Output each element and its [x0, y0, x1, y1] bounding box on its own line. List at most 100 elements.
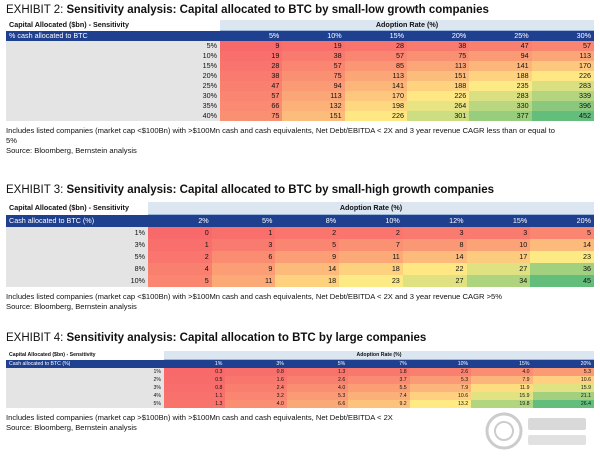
heatmap-cell: 113	[344, 71, 407, 81]
heatmap-cell: 34	[466, 275, 531, 287]
adoption-rate-header: Adoption Rate (%)	[164, 351, 594, 360]
row-label: 3%	[6, 239, 148, 251]
table-row: 5% 1.3 4.0 6.6 9.2 13.2 19.8 26.4	[6, 400, 594, 408]
heatmap-cell: 10	[466, 239, 531, 251]
column-header: 25%	[469, 30, 532, 41]
heatmap-cell: 15.9	[471, 392, 533, 400]
row-label: 2%	[6, 376, 164, 384]
exhibit-3: EXHIBIT 3: Sensitivity analysis: Capital…	[6, 183, 594, 312]
heatmap-cell: 75	[220, 111, 283, 121]
column-header: 2%	[148, 214, 212, 227]
row-label: 1%	[6, 368, 164, 376]
table-row: 3% 0.8 2.4 4.0 5.5 7.9 11.9 15.9	[6, 384, 594, 392]
heatmap-cell: 3	[211, 239, 276, 251]
heatmap-cell: 23	[339, 275, 403, 287]
row-axis-header: % cash allocated to BTC	[6, 30, 220, 41]
heatmap-cell: 4	[148, 263, 212, 275]
heatmap-cell: 141	[344, 81, 407, 91]
exhibit-notes: Includes listed companies (market cap <$…	[6, 126, 594, 156]
column-header: 20%	[530, 214, 594, 227]
column-header: 15%	[471, 359, 533, 368]
heatmap-cell: 66	[220, 101, 283, 111]
row-label: 8%	[6, 263, 148, 275]
sensitivity-table: Capital Allocated ($bn) - Sensitivity Ado…	[6, 202, 594, 287]
table-row: 5% 2 6 9 11 14 17 23	[6, 251, 594, 263]
table-row: 30% 57 113 170 226 283 339	[6, 91, 594, 101]
table-row: 2% 0.5 1.6 2.6 3.7 5.3 7.9 10.6	[6, 376, 594, 384]
heatmap-cell: 5	[148, 275, 212, 287]
heatmap-cell: 7	[339, 239, 403, 251]
source-note: Source: Bloomberg, Bernstein analysis	[6, 146, 137, 155]
heatmap-cell: 27	[466, 263, 531, 275]
heatmap-cell: 13.2	[409, 400, 472, 408]
heatmap-cell: 2.6	[409, 368, 472, 376]
heatmap-cell: 113	[406, 61, 470, 71]
column-header: 20%	[406, 30, 470, 41]
footnote-line: Includes listed companies (market cap >$…	[6, 413, 393, 422]
heatmap-cell: 3.2	[225, 392, 287, 400]
heatmap-cell: 1	[211, 227, 276, 239]
table-row: 15% 28 57 85 113 141 170	[6, 61, 594, 71]
heatmap-cell: 0.8	[225, 368, 287, 376]
sensitivity-table: Capital Allocated ($bn) - Sensitivity Ado…	[6, 20, 594, 121]
exhibit-number: EXHIBIT 2:	[6, 4, 64, 16]
row-label: 1%	[6, 227, 148, 239]
heatmap-cell: 19	[220, 51, 283, 61]
heatmap-cell: 377	[469, 111, 532, 121]
heatmap-cell: 2	[339, 227, 403, 239]
exhibit-2: EXHIBIT 2: Sensitivity analysis: Capital…	[6, 3, 594, 156]
heatmap-cell: 2.4	[225, 384, 287, 392]
heatmap-cell: 198	[344, 101, 407, 111]
heatmap-cell: 235	[469, 81, 532, 91]
adoption-rate-header: Adoption Rate (%)	[220, 20, 594, 31]
heatmap-cell: 45	[530, 275, 594, 287]
heatmap-cell: 19.8	[471, 400, 533, 408]
footnote-line: 5%	[6, 136, 17, 145]
exhibit-notes: Includes listed companies (market cap >$…	[6, 413, 594, 433]
row-axis-header: Cash allocated to BTC (%)	[6, 214, 148, 227]
column-header: 7%	[348, 359, 410, 368]
column-header: 15%	[466, 214, 531, 227]
table-corner-label: Capital Allocated ($bn) - Sensitivity	[6, 20, 220, 31]
heatmap-cell: 47	[220, 81, 283, 91]
heatmap-cell: 28	[220, 61, 283, 71]
heatmap-cell: 301	[406, 111, 470, 121]
heatmap-cell: 38	[406, 41, 470, 51]
column-header: 10%	[282, 30, 345, 41]
heatmap-cell: 5	[275, 239, 340, 251]
heatmap-cell: 0.3	[164, 368, 226, 376]
heatmap-cell: 10.6	[532, 376, 594, 384]
row-label: 5%	[6, 400, 164, 408]
heatmap-cell: 94	[469, 51, 532, 61]
row-label: 10%	[6, 51, 220, 61]
column-header: 8%	[275, 214, 340, 227]
heatmap-cell: 226	[531, 71, 594, 81]
heatmap-cell: 3	[466, 227, 531, 239]
table-row: 25% 47 94 141 188 235 283	[6, 81, 594, 91]
heatmap-cell: 0.8	[164, 384, 226, 392]
heatmap-cell: 23	[530, 251, 594, 263]
row-label: 15%	[6, 61, 220, 71]
exhibit-title-text: Sensitivity analysis: Capital allocated …	[66, 4, 489, 16]
exhibit-title: EXHIBIT 4: Sensitivity analysis: Capital…	[6, 331, 594, 345]
heatmap-cell: 330	[469, 101, 532, 111]
heatmap-cell: 226	[344, 111, 407, 121]
footnote-line: Includes listed companies (market cap <$…	[6, 126, 555, 135]
heatmap-cell: 57	[531, 41, 594, 51]
heatmap-cell: 7.9	[471, 376, 533, 384]
column-header: 5%	[220, 30, 283, 41]
heatmap-cell: 0	[148, 227, 212, 239]
heatmap-cell: 226	[406, 91, 470, 101]
heatmap-cell: 38	[220, 71, 283, 81]
exhibit-title-text: Sensitivity analysis: Capital allocated …	[66, 184, 495, 196]
heatmap-cell: 3	[402, 227, 467, 239]
row-label: 35%	[6, 101, 220, 111]
row-label: 30%	[6, 91, 220, 101]
heatmap-cell: 4.0	[286, 384, 349, 392]
heatmap-cell: 3.7	[348, 376, 410, 384]
exhibit-title-text: Sensitivity analysis: Capital allocation…	[66, 332, 427, 344]
heatmap-cell: 14	[402, 251, 467, 263]
heatmap-cell: 283	[531, 81, 594, 91]
table-row: 4% 1.1 3.2 5.3 7.4 10.6 15.9 21.1	[6, 392, 594, 400]
row-label: 3%	[6, 384, 164, 392]
